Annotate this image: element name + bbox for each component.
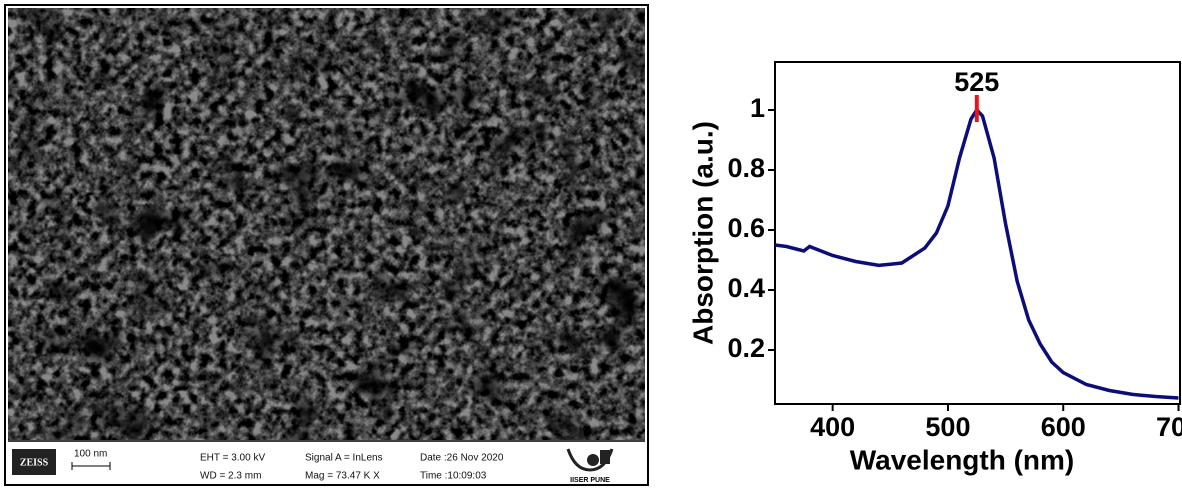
y-tick-label: 0.8: [727, 153, 765, 183]
x-tick-label: 600: [1041, 412, 1086, 442]
y-tick-label: 0.6: [727, 213, 765, 243]
chart: Wavelength (nm) Absorption (a.u.) 400 500…: [687, 61, 1182, 475]
x-axis-label: Wavelength (nm): [850, 444, 1075, 475]
time: Time :10:09:03: [420, 471, 487, 482]
y-tick-label: 1: [750, 93, 765, 123]
plot-frame: [774, 61, 1181, 405]
date: Date :26 Nov 2020: [420, 453, 504, 464]
zeiss-logo: [12, 449, 56, 475]
sem-panel: ZEISS 100 nm EHT = 3.00 kV WD = 2.3 mm S…: [4, 4, 649, 486]
brand: ZEISS: [20, 457, 49, 468]
x-tick-label: 700: [1156, 412, 1182, 442]
absorption-line: [775, 107, 1179, 400]
x-tick-label: 500: [925, 412, 970, 442]
sem-pores: [8, 8, 645, 440]
y-tick-label: 0.2: [727, 333, 765, 363]
y-tick-label: 0.4: [727, 273, 765, 303]
wd: WD = 2.3 mm: [200, 471, 261, 482]
institute-logo: [566, 448, 614, 472]
mag: Mag = 73.47 K X: [305, 471, 380, 482]
scale-label: 100 nm: [74, 449, 107, 460]
y-axis-label: Absorption (a.u.): [687, 121, 718, 345]
eht: EHT = 3.00 kV: [200, 453, 265, 464]
x-tick-label: 400: [810, 412, 855, 442]
peak-label: 525: [954, 67, 999, 97]
scale-bar: [71, 462, 111, 470]
institute: IISER PUNE: [570, 477, 610, 484]
signal: Signal A = InLens: [305, 453, 383, 464]
